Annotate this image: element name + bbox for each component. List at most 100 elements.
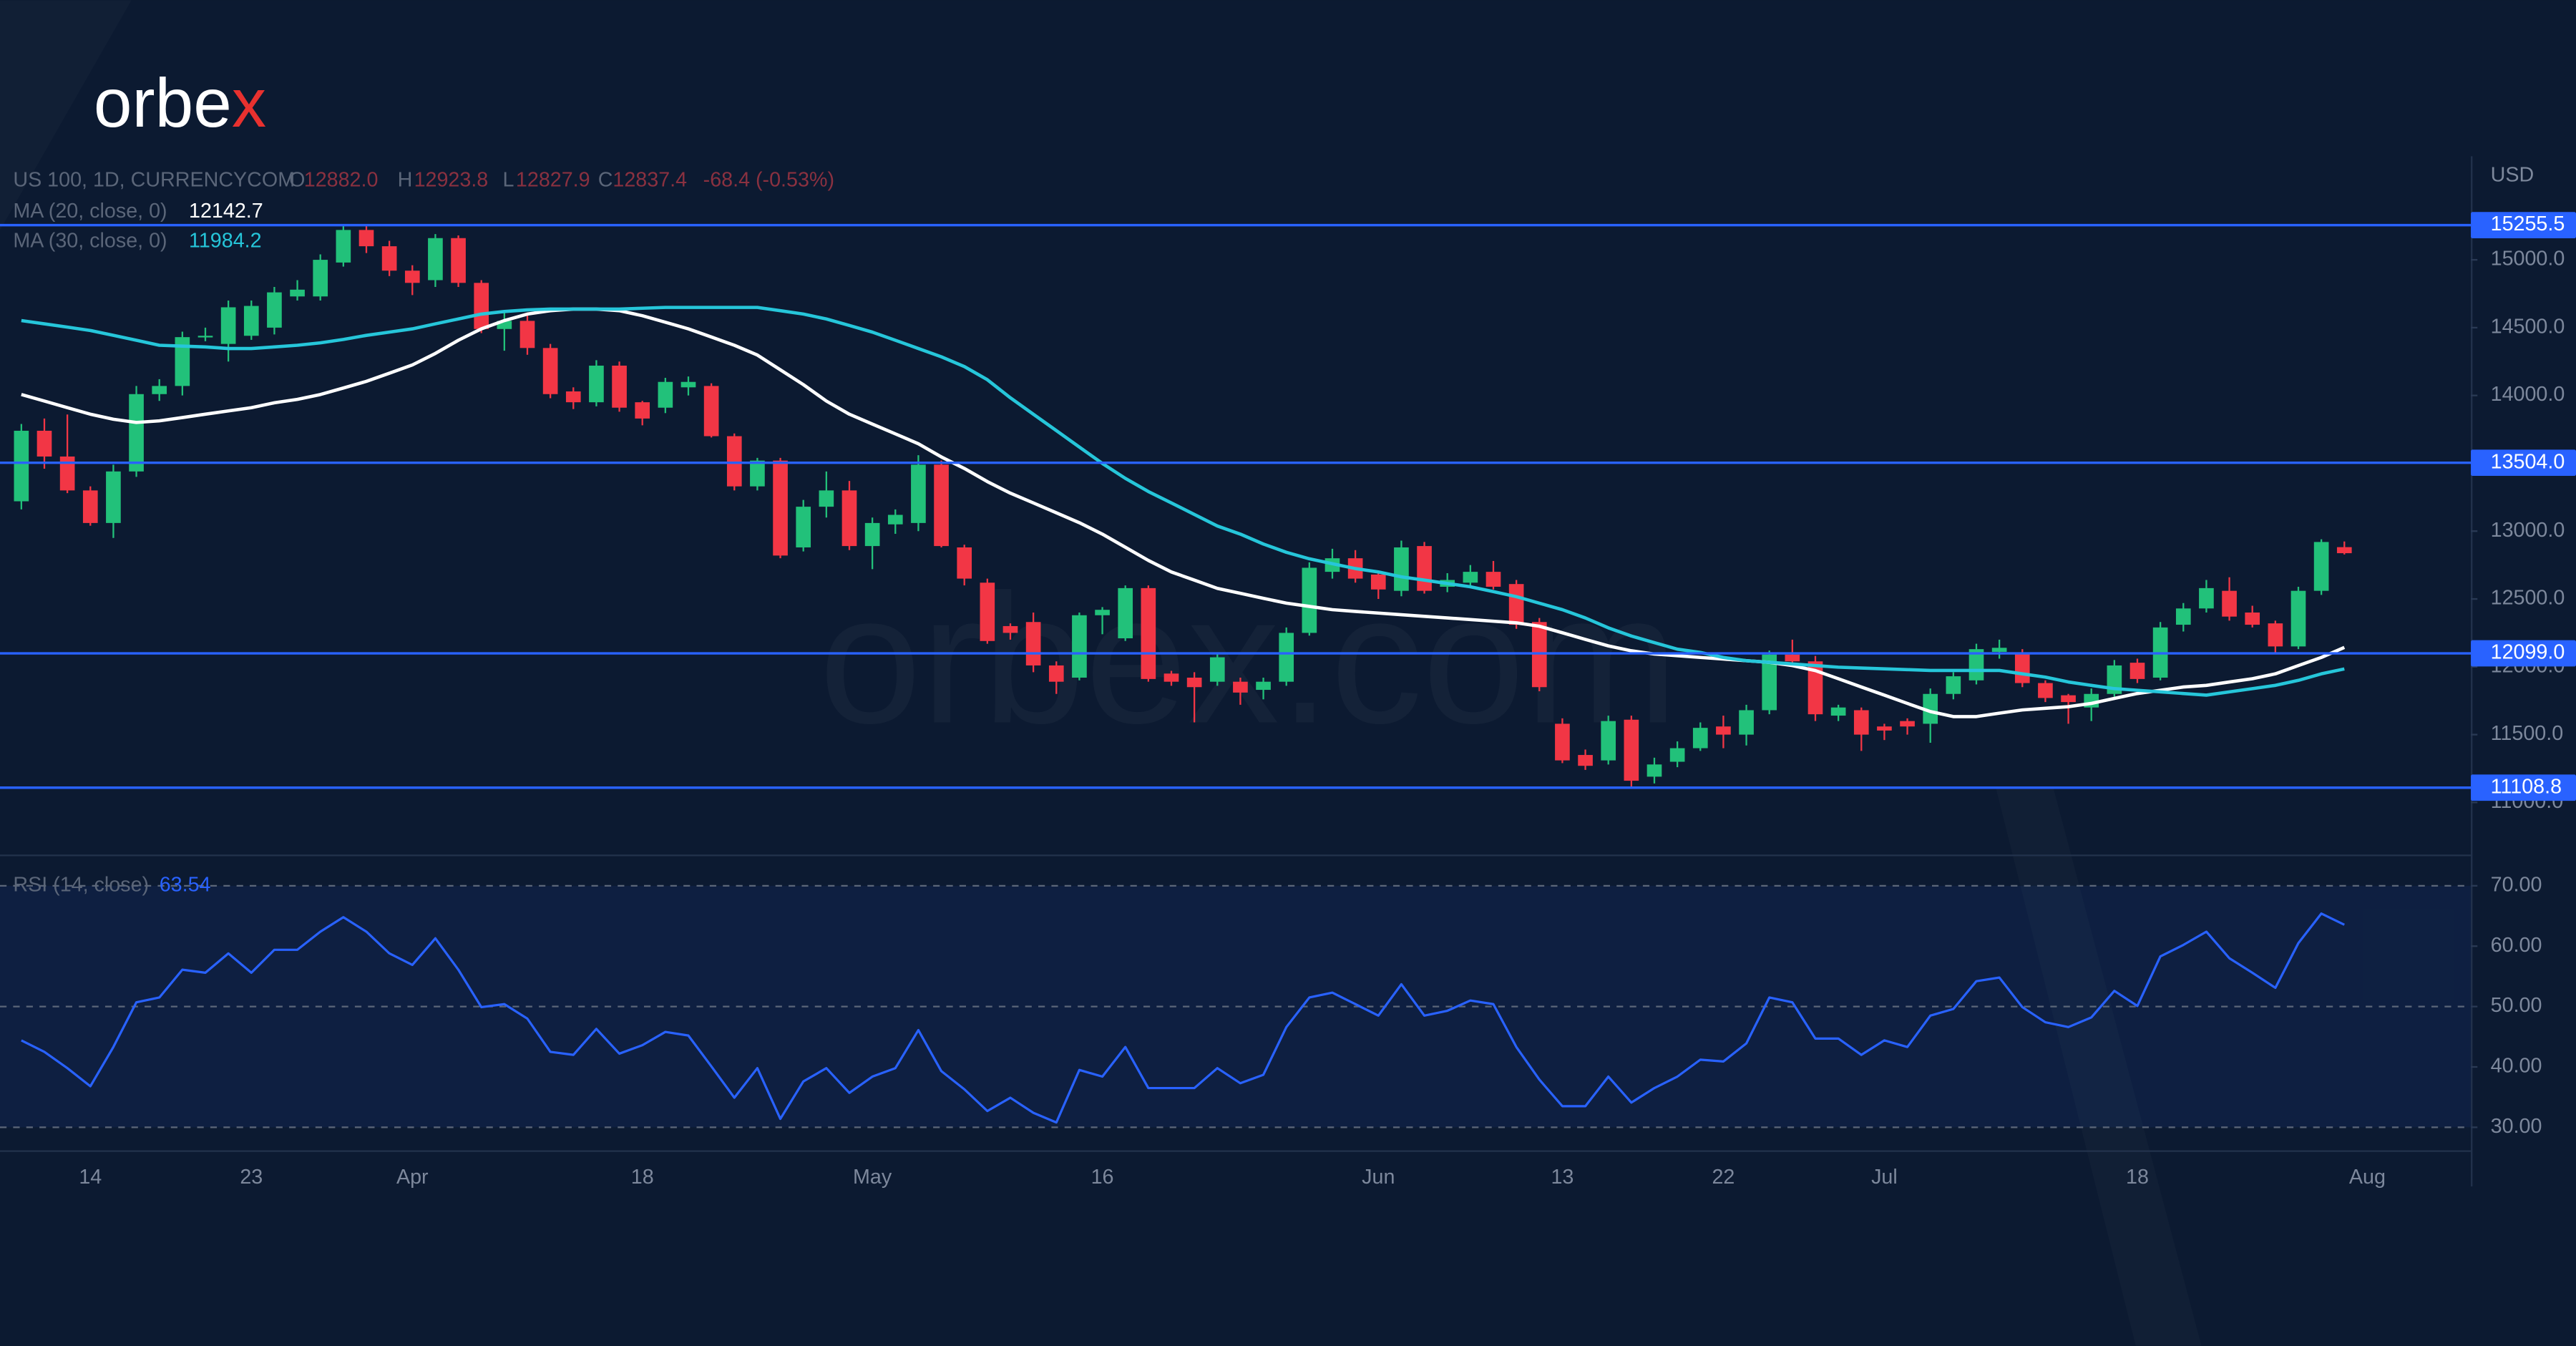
candle-body [129, 394, 144, 472]
candle-body [1900, 721, 1915, 727]
candle-body [565, 391, 581, 403]
candle-body [1279, 633, 1294, 682]
candle-body [1669, 748, 1685, 762]
candle-body [2199, 587, 2214, 609]
x-tick-label: Jun [1362, 1166, 1395, 1189]
candle-body [59, 456, 75, 491]
candle-body [14, 430, 29, 502]
candle-body [106, 471, 121, 523]
candle-body [2038, 683, 2053, 698]
legend-name: MA (30, close, 0) [13, 229, 167, 252]
level-label: 11108.8 [2491, 775, 2562, 798]
candle-body [152, 386, 167, 394]
candle-body [726, 436, 742, 487]
candle-body [290, 289, 305, 297]
candle-body [542, 348, 558, 394]
x-tick-label: 18 [631, 1166, 654, 1189]
candle-body [2268, 623, 2283, 647]
candle-body [243, 306, 259, 336]
candle-body [1048, 665, 1064, 682]
logo-text: orbe [94, 65, 232, 142]
candle-body [404, 270, 420, 283]
rsi-pane [0, 884, 2472, 1128]
candle-body [1118, 587, 1133, 639]
legend-name: MA (20, close, 0) [13, 200, 167, 223]
ohlc-value: 12827.9 [516, 168, 590, 191]
candle-body [519, 321, 535, 348]
y-tick-label: 60.00 [2491, 934, 2542, 957]
rsi-legend-value: 63.54 [160, 873, 211, 896]
candle-body [1485, 572, 1501, 587]
candle-body [1785, 654, 1800, 662]
watermark: orbex.com [819, 557, 1678, 762]
candle-body [1072, 615, 1087, 678]
price-pane [0, 223, 2472, 789]
candle-body [1095, 610, 1110, 615]
candle-body [703, 386, 719, 437]
candle-body [336, 230, 351, 263]
axes: 11000.011500.012000.012500.013000.013500… [0, 156, 2576, 1189]
level-tag [2471, 774, 2576, 801]
candle-body [1256, 681, 1271, 691]
level-tag [2471, 449, 2576, 477]
candle-body [1624, 719, 1639, 781]
candle-body [957, 547, 972, 579]
symbol: US 100, 1D, CURRENCYCOM [13, 168, 295, 191]
candle-body [1233, 681, 1248, 693]
x-tick-label: Jul [1871, 1166, 1898, 1189]
candle-body [2336, 547, 2352, 554]
level-tag [2471, 212, 2576, 239]
rsi-legend: RSI (14, close) [13, 873, 149, 896]
level-label: 13504.0 [2491, 450, 2565, 473]
candle-body [2061, 695, 2076, 703]
candle-body [1946, 676, 1961, 694]
y-tick-label: 15000.0 [2491, 248, 2565, 270]
candle-body [1601, 721, 1616, 761]
level-label: 12099.0 [2491, 641, 2565, 664]
candle-body [2290, 590, 2306, 647]
candle-body [680, 381, 696, 388]
candle-body [220, 307, 236, 344]
candles [14, 224, 2352, 789]
moving-average [21, 306, 2345, 697]
level-label: 15255.5 [2491, 213, 2565, 235]
rsi-line [21, 912, 2345, 1124]
logo: orbex [94, 65, 266, 142]
logo-accent: x [232, 65, 266, 142]
x-tick-label: 13 [1551, 1166, 1574, 1189]
candle-body [589, 365, 604, 403]
candle-body [934, 464, 949, 547]
candle-body [1578, 755, 1593, 766]
ohlc-value: 12837.4 [613, 168, 687, 191]
candle-body [1209, 657, 1225, 682]
candle-body [2313, 542, 2329, 591]
candle-body [1394, 547, 1409, 591]
candle-body [841, 490, 857, 547]
candle-body [635, 402, 650, 419]
ohlc-value: 12882.0 [304, 168, 379, 191]
ohlc-label: O [289, 168, 305, 191]
x-tick-label: Apr [396, 1166, 429, 1189]
moving-average [21, 307, 2346, 718]
candle-body [1025, 622, 1041, 665]
candle-body [911, 464, 926, 523]
candle-body [887, 514, 903, 525]
ohlc-label: L [503, 168, 514, 191]
candle-body [1739, 710, 1754, 735]
ohlc-label: C [598, 168, 613, 191]
candle-body [1463, 572, 1478, 583]
change: -68.4 (-0.53%) [703, 168, 834, 191]
candle-body [1716, 726, 1731, 735]
candle-body [773, 460, 788, 556]
candle-body [1163, 673, 1179, 682]
candle-body [1555, 723, 1570, 761]
y-tick-label: 14000.0 [2491, 383, 2565, 406]
candle-body [1417, 546, 1432, 591]
y-tick-label: 14500.0 [2491, 315, 2565, 338]
candle-body [497, 321, 512, 329]
x-tick-label: 22 [1712, 1166, 1735, 1189]
y-tick-label: 70.00 [2491, 873, 2542, 896]
level-tag [2471, 640, 2576, 667]
